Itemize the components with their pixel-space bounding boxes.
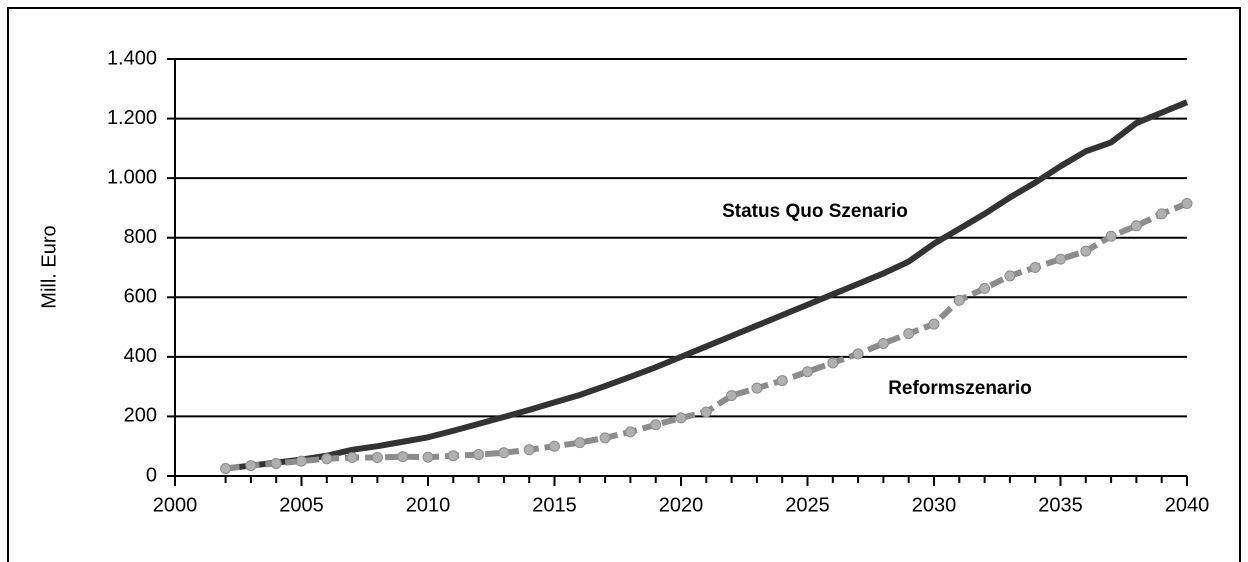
series-annotation: Reformszenario bbox=[888, 378, 1032, 399]
series-point bbox=[498, 447, 510, 459]
series-point bbox=[726, 390, 738, 402]
y-axis-label: Mill. Euro bbox=[38, 225, 60, 308]
series-point bbox=[321, 453, 333, 465]
y-tick-label: 0 bbox=[146, 464, 157, 486]
series-point bbox=[1130, 220, 1142, 232]
series-point bbox=[903, 328, 915, 340]
series-point bbox=[1105, 230, 1117, 242]
series-point bbox=[675, 412, 687, 424]
series-point bbox=[624, 426, 636, 438]
series-point bbox=[422, 451, 434, 463]
series-point bbox=[1055, 253, 1066, 265]
series-point bbox=[473, 449, 485, 461]
y-tick-label: 1.200 bbox=[107, 107, 157, 129]
series-point bbox=[802, 366, 813, 378]
x-tick-label: 2025 bbox=[785, 494, 830, 516]
series-point bbox=[397, 451, 409, 463]
series-point bbox=[852, 348, 864, 360]
y-tick-label: 1.400 bbox=[107, 47, 157, 69]
series-point bbox=[928, 318, 940, 330]
x-tick-label: 2020 bbox=[659, 494, 704, 516]
series-point bbox=[953, 294, 965, 306]
series-line bbox=[225, 200, 1189, 472]
y-tick-label: 400 bbox=[124, 345, 157, 367]
x-tick-label: 2040 bbox=[1165, 494, 1210, 516]
series-point bbox=[371, 452, 383, 464]
y-tick-label: 200 bbox=[124, 405, 157, 427]
series-point bbox=[700, 406, 712, 418]
x-tick-label: 2000 bbox=[153, 494, 198, 516]
series-point bbox=[1029, 262, 1041, 273]
series-annotation: Status Quo Szenario bbox=[722, 201, 908, 222]
series-line bbox=[225, 99, 1189, 472]
frame bbox=[7, 7, 1241, 562]
series-point bbox=[650, 419, 662, 431]
y-tick-label: 1.000 bbox=[107, 166, 157, 188]
x-tick-label: 2005 bbox=[279, 494, 324, 516]
series-point bbox=[599, 432, 611, 444]
series-point bbox=[776, 375, 788, 387]
series-point bbox=[549, 440, 560, 452]
series-point bbox=[574, 437, 586, 449]
series-point bbox=[751, 382, 763, 394]
series-point bbox=[346, 452, 358, 464]
series-point bbox=[877, 337, 889, 349]
series-point bbox=[1004, 270, 1016, 282]
series-point bbox=[979, 282, 991, 294]
y-tick-label: 800 bbox=[124, 226, 157, 248]
x-tick-label: 2010 bbox=[406, 494, 451, 516]
series-point bbox=[1181, 197, 1193, 209]
x-tick-label: 2030 bbox=[912, 494, 957, 516]
series-point bbox=[220, 463, 232, 475]
x-tick-label: 2035 bbox=[1038, 494, 1083, 516]
series-point bbox=[827, 357, 839, 369]
series-point bbox=[447, 450, 459, 462]
series-point bbox=[245, 460, 257, 472]
series-point bbox=[1156, 208, 1168, 220]
series-point bbox=[1080, 245, 1092, 257]
x-tick-label: 2015 bbox=[532, 494, 577, 516]
series-point bbox=[270, 457, 282, 469]
y-tick-label: 600 bbox=[124, 286, 157, 308]
series-point bbox=[523, 444, 535, 456]
series-point bbox=[296, 455, 307, 467]
